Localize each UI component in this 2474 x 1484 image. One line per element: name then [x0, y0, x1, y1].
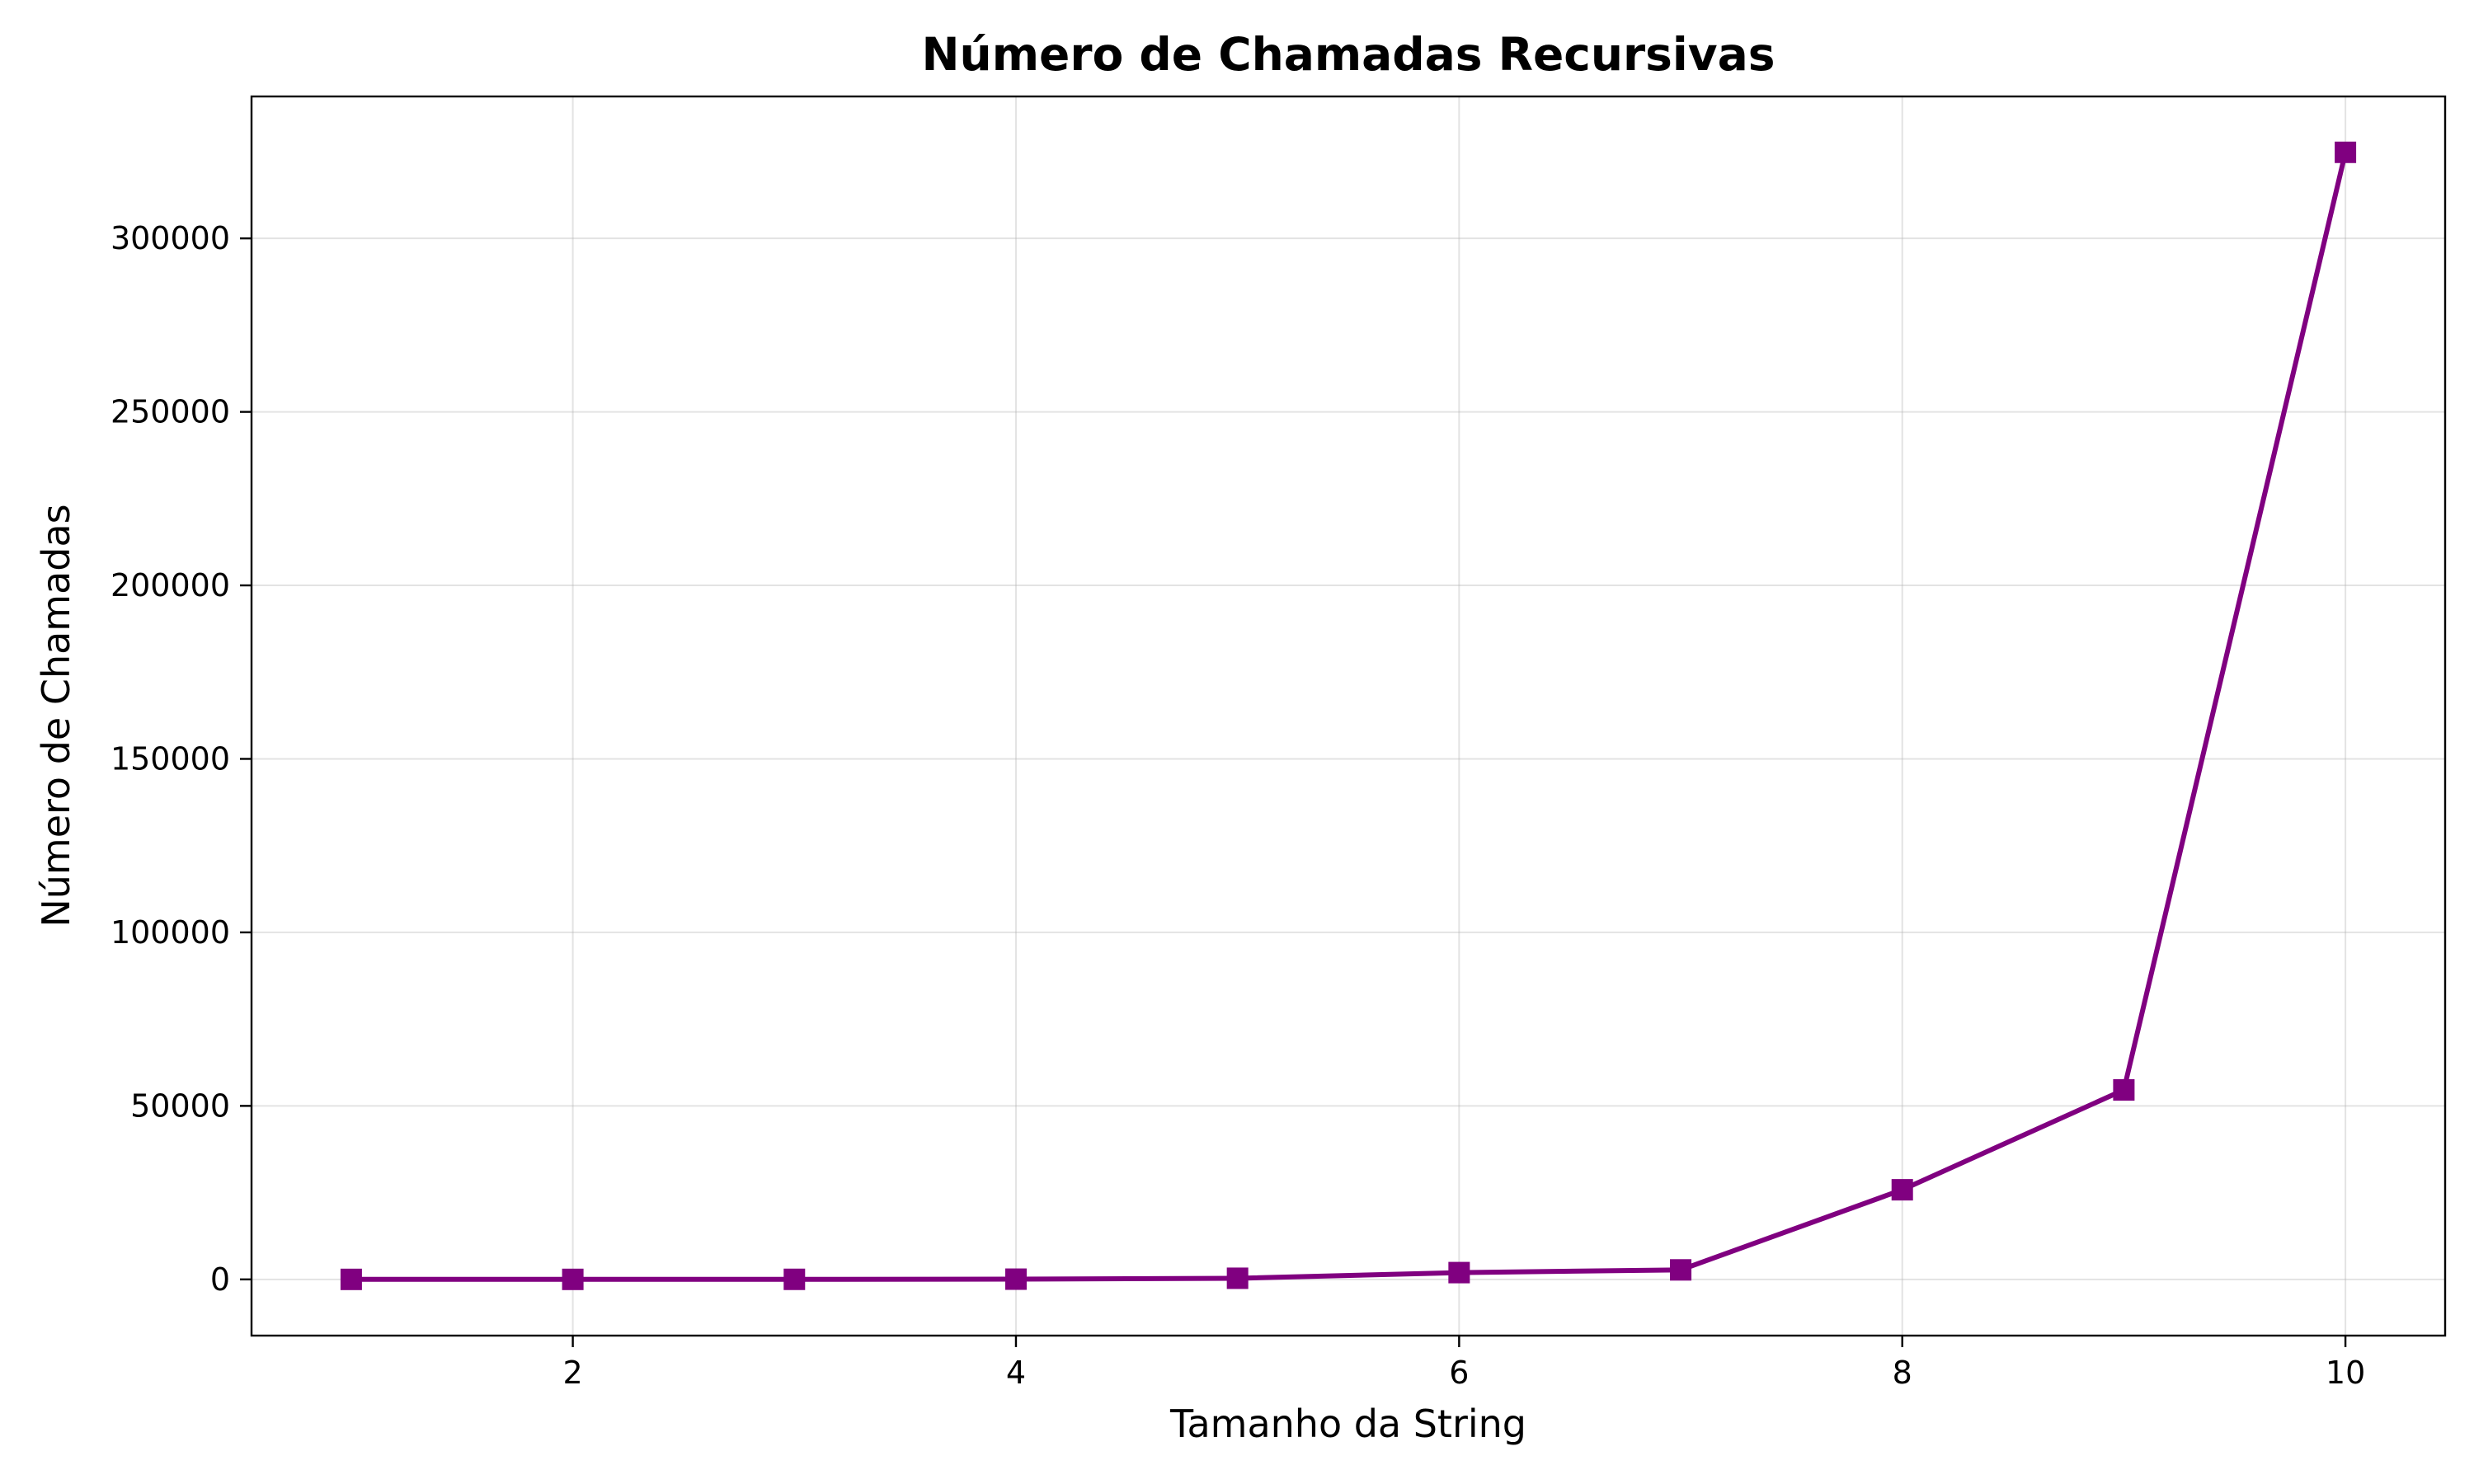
- data-point-marker: [783, 1268, 806, 1290]
- data-point-marker: [1670, 1259, 1692, 1281]
- x-tick-label: 4: [1006, 1355, 1026, 1391]
- y-tick-label: 200000: [111, 567, 230, 603]
- y-axis-label: Número de Chamadas: [34, 504, 78, 927]
- data-point-marker: [1448, 1261, 1470, 1284]
- data-point-marker: [1004, 1268, 1027, 1290]
- plot-area-frame: [250, 95, 2447, 1337]
- x-tick-label: 2: [563, 1355, 583, 1391]
- y-tick-label: 300000: [111, 220, 230, 256]
- x-tick-label: 8: [1893, 1355, 1912, 1391]
- data-point-marker: [2113, 1079, 2135, 1101]
- y-tick-label: 150000: [111, 740, 230, 777]
- y-tick-label: 250000: [111, 394, 230, 430]
- data-point-marker: [2335, 141, 2357, 163]
- series-line: [348, 149, 2349, 1282]
- x-tick-label: 6: [1449, 1355, 1469, 1391]
- data-point-marker: [340, 1268, 362, 1290]
- data-point-marker: [562, 1268, 584, 1290]
- y-tick-label: 100000: [111, 914, 230, 951]
- chart-title: Número de Chamadas Recursivas: [922, 28, 1776, 81]
- data-point-marker: [1226, 1267, 1249, 1289]
- y-tick-label: 0: [210, 1261, 230, 1298]
- y-tick-label: 50000: [130, 1087, 230, 1124]
- data-point-marker: [1891, 1179, 1913, 1201]
- data-layer: [340, 141, 2357, 1290]
- x-tick-label: 10: [2326, 1355, 2365, 1391]
- x-axis-label: Tamanho da String: [1169, 1402, 1526, 1446]
- axis-ticks: 2 4 6 8 10 0 50000 100000 150000 200000 250000 3000…: [111, 220, 2365, 1391]
